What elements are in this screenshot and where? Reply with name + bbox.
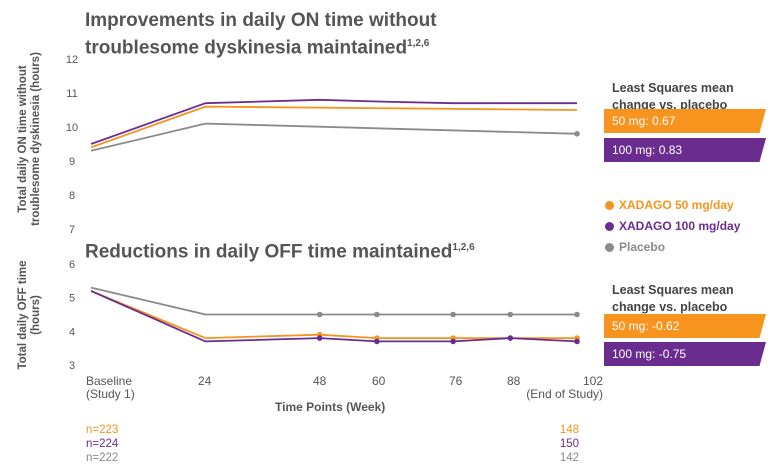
y-tick-bottom-3: 3 [69,360,75,372]
legend-item-100mg: XADAGO 100 mg/day [605,219,740,233]
y-tick-top-12: 12 [66,54,78,66]
legend-marker-placebo [605,243,614,252]
bottom-title-footnote: 1,2,6 [452,242,475,253]
x-tick-baseline-label: Baseline [86,374,133,388]
point-bottom-xadago-100-mg-day-wk60 [374,338,380,345]
legend-marker-50mg [605,201,614,210]
ls-badge-bottom-50mg: 50 mg: -0.62 [604,314,766,338]
point-bottom-placebo-wk76 [450,311,456,318]
legend-item-50mg: XADAGO 50 mg/day [605,198,734,212]
top-title-line-2: troublesome dyskinesia maintained1,2,6 [85,37,430,59]
point-bottom-placebo-wk48 [316,311,323,318]
x-tick-baseline-sub: (Study 1) [86,387,135,401]
legend-label-100mg: XADAGO 100 mg/day [619,219,741,233]
ls-heading-top-line-2: change vs. placebo [612,98,728,112]
top-title-footnote: 1,2,6 [407,38,430,49]
x-tick-24: 24 [198,374,212,388]
ls-heading-top: Least Squares mean change vs. placebo [612,80,772,114]
ls-heading-top-line-1: Least Squares mean [612,81,734,95]
x-axis-title: Time Points (Week) [275,400,386,414]
n-row-50mg-start: n=223 [86,424,119,436]
series-line-top-xadago-50-mg-day [90,105,578,149]
n-row-placebo-end: 142 [559,452,579,464]
point-bottom-xadago-100-mg-day-wk102 [574,338,580,345]
legend-marker-100mg [605,222,614,231]
point-bottom-placebo-wk102 [574,311,580,318]
legend-label-50mg: XADAGO 50 mg/day [619,198,734,212]
point-bottom-placebo-wk88 [507,311,514,318]
ls-heading-bottom-line-1: Least Squares mean [612,283,734,297]
ls-badge-bottom-100mg: 100 mg: -0.75 [604,342,766,366]
n-row-100mg-end: 150 [559,438,579,450]
x-tick-102: 102 (End of Study) [526,375,603,401]
top-title-line-1: Improvements in daily ON time without [85,10,437,31]
y-tick-top-11: 11 [66,88,77,100]
x-tick-102-label: 102 [582,374,603,388]
ls-heading-bottom: Least Squares mean change vs. placebo [612,282,772,316]
bottom-title-text: Reductions in daily OFF time maintained [85,241,453,263]
point-top-placebo-wk102 [574,131,580,137]
ls-heading-bottom-line-2: change vs. placebo [612,300,728,314]
x-tick-102-sub: (End of Study) [526,387,603,401]
legend-label-placebo: Placebo [619,240,666,254]
legend-item-placebo: Placebo [605,240,665,254]
y-tick-bottom-4: 4 [69,326,75,338]
series-line-bottom-xadago-100-mg-day [90,290,578,343]
bottom-chart-title: Reductions in daily OFF time maintained1… [85,236,475,263]
n-row-50mg-end: 148 [559,424,579,436]
n-row-placebo-start: n=222 [86,452,119,464]
y-tick-top-9: 9 [69,156,75,168]
y-tick-top-7: 7 [69,224,75,236]
point-bottom-xadago-100-mg-day-wk48 [316,335,323,341]
n-row-100mg-start: n=224 [86,438,119,450]
y-tick-top-8: 8 [69,190,75,202]
point-bottom-xadago-100-mg-day-wk76 [450,338,456,345]
series-line-top-placebo [90,122,578,152]
series-line-bottom-placebo [90,286,577,316]
top-chart-title: Improvements in daily ON time without tr… [85,9,437,59]
ls-badge-top-100mg: 100 mg: 0.83 [604,138,766,162]
point-bottom-xadago-100-mg-day-wk88 [507,335,514,341]
x-tick-76: 76 [449,374,463,388]
series-line-top-xadago-100-mg-day [90,98,577,145]
y-tick-bottom-5: 5 [69,293,75,305]
y-tick-bottom-6: 6 [69,259,75,271]
x-tick-48: 48 [313,374,327,388]
x-tick-60: 60 [372,374,386,388]
x-tick-88: 88 [507,374,521,388]
x-tick-baseline: Baseline (Study 1) [86,375,135,401]
ls-badge-top-50mg: 50 mg: 0.67 [604,109,766,133]
point-bottom-placebo-wk60 [374,311,380,318]
y-tick-top-10: 10 [66,122,78,134]
